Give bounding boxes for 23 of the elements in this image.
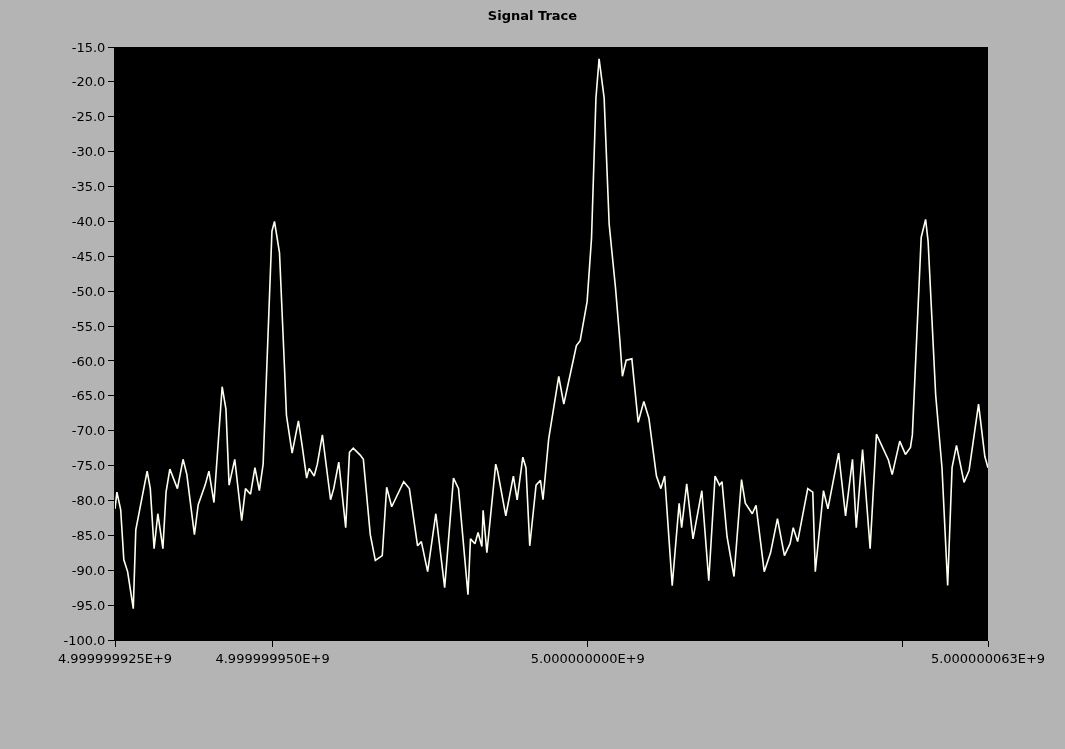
y-tick-label: -85.0 (71, 527, 106, 543)
y-tick-label: -75.0 (71, 458, 106, 474)
y-tick-label: -45.0 (71, 248, 106, 264)
y-tick-label: -50.0 (71, 283, 106, 299)
y-tick-label: -35.0 (71, 179, 106, 195)
y-tick-label: -15.0 (71, 39, 106, 55)
y-tick-label: -100.0 (63, 632, 106, 648)
y-tick-label: -30.0 (71, 144, 106, 160)
x-tick-label: 4.999999925E+9 (57, 650, 173, 666)
y-tick-label: -55.0 (71, 318, 106, 334)
x-tick-label: 5.000000063E+9 (930, 650, 1046, 666)
y-tick-label: -70.0 (71, 423, 106, 439)
y-tick-label: -20.0 (71, 74, 106, 90)
y-tick-label: -25.0 (71, 109, 106, 125)
chart-title: Signal Trace (487, 8, 578, 24)
y-tick-label: -95.0 (71, 597, 106, 613)
y-tick-label: -40.0 (71, 213, 106, 229)
y-tick-label: -90.0 (71, 562, 106, 578)
y-tick-label: -80.0 (71, 493, 106, 509)
x-tick-label: 4.999999950E+9 (215, 650, 330, 666)
y-tick-label: -65.0 (71, 388, 106, 404)
x-tick-label: 5.000000000E+9 (530, 650, 645, 666)
y-tick-label: -60.0 (71, 353, 106, 369)
